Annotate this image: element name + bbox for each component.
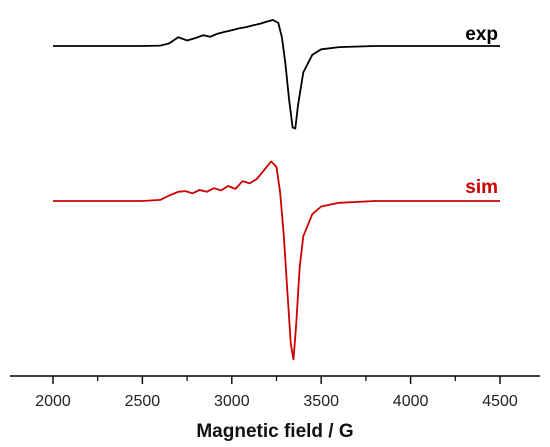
x-tick-label: 2500 [125, 393, 161, 410]
series-line-sim [53, 160, 500, 361]
x-tick-label: 3500 [303, 393, 339, 410]
series-label-sim: sim [465, 177, 498, 198]
x-tick-label: 2000 [35, 393, 71, 410]
series-line-exp [53, 19, 500, 130]
x-axis-ticks: 2000 2500 3000 3500 4000 4500 [35, 376, 518, 410]
x-tick-label: 4500 [482, 393, 518, 410]
x-tick-label: 4000 [393, 393, 429, 410]
plot-area: exp sim [53, 19, 500, 361]
x-axis-title: Magnetic field / G [196, 421, 353, 442]
series-label-exp: exp [465, 24, 498, 45]
x-tick-label: 3000 [214, 393, 250, 410]
